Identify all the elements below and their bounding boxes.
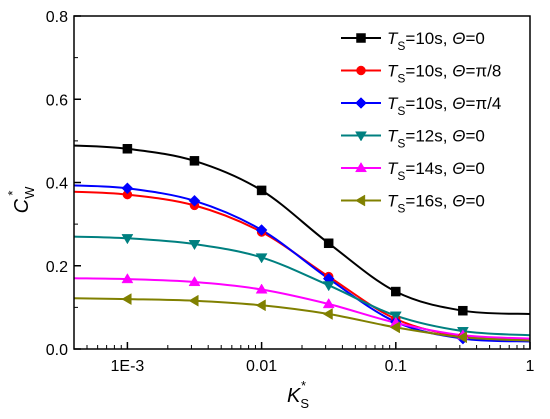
y-tick-label: 0.8	[46, 9, 68, 26]
y-tick-label: 0.4	[46, 176, 68, 193]
series-5-point	[188, 276, 201, 287]
y-axis-ticks: 0.0 0.2 0.4 0.6 0.8	[46, 9, 81, 359]
series-1-point	[122, 144, 133, 154]
series-1-point	[323, 238, 334, 249]
legend-marker	[356, 33, 366, 43]
x-tick-label: 0.1	[385, 358, 407, 375]
series-5-point	[322, 298, 335, 309]
series-6-point	[121, 293, 132, 306]
legend-item-6: TS=16s, Θ=0	[341, 192, 485, 216]
series-6-point	[255, 299, 266, 312]
legend-label: TS=12s, Θ=0	[387, 127, 485, 151]
series-4-point	[322, 281, 335, 292]
series-1-point	[458, 305, 468, 316]
x-axis-title: KS*	[287, 378, 309, 411]
series-3-point	[188, 194, 201, 207]
plot-lines	[73, 144, 531, 343]
series-6-point	[389, 321, 400, 334]
legend-marker	[355, 97, 367, 109]
series-6-point	[322, 308, 333, 320]
legend-item-2: TS=10s, Θ=π/8	[341, 62, 501, 86]
series-1-point	[256, 185, 267, 196]
legend-label: TS=16s, Θ=0	[387, 192, 485, 216]
series-5-point	[121, 273, 134, 284]
series-4-point	[121, 234, 134, 245]
series-line-3	[73, 184, 531, 343]
y-tick-label: 0.2	[46, 259, 68, 276]
legend-item-3: TS=10s, Θ=π/4	[341, 94, 501, 118]
series-line-2	[73, 190, 531, 341]
legend-marker	[355, 162, 367, 173]
series-4-point	[188, 240, 201, 251]
series-3-point	[255, 224, 268, 236]
series-1-point	[391, 286, 401, 297]
legend-marker	[355, 194, 366, 207]
legend-label: TS=10s, Θ=π/8	[387, 62, 501, 86]
y-tick-label: 0.0	[46, 342, 68, 359]
series-line-4	[73, 235, 531, 337]
legend-item-5: TS=14s, Θ=0	[341, 159, 485, 183]
series-1-point	[189, 156, 200, 166]
y-tick-label: 0.6	[46, 92, 68, 109]
x-axis-ticks: 1E-3 0.01 0.1 1	[73, 342, 535, 375]
series-4-point	[389, 311, 402, 322]
series-line-1	[73, 144, 531, 315]
series-4-point	[255, 253, 268, 264]
legend-label: TS=14s, Θ=0	[387, 159, 485, 183]
x-tick-label: 1E-3	[111, 358, 145, 375]
series-6-point	[456, 331, 467, 344]
legend: TS=10s, Θ=0 TS=10s, Θ=π/8 TS=10s, Θ=π/4 TS=…	[341, 29, 501, 216]
series-6-point	[188, 294, 199, 307]
legend-label: TS=10s, Θ=0	[387, 29, 485, 53]
series-line-5	[73, 277, 531, 340]
legend-item-1: TS=10s, Θ=0	[341, 29, 485, 53]
legend-label: TS=10s, Θ=π/4	[387, 94, 501, 118]
legend-marker	[356, 65, 366, 76]
x-tick-label: 1	[526, 358, 535, 375]
legend-marker	[355, 131, 367, 142]
y-axis-title: CW*	[5, 186, 37, 213]
legend-item-4: TS=12s, Θ=0	[341, 127, 485, 151]
plot-markers	[121, 144, 469, 345]
x-tick-label: 0.01	[246, 358, 277, 375]
series-5-point	[255, 283, 268, 294]
series-3-point	[121, 182, 134, 195]
